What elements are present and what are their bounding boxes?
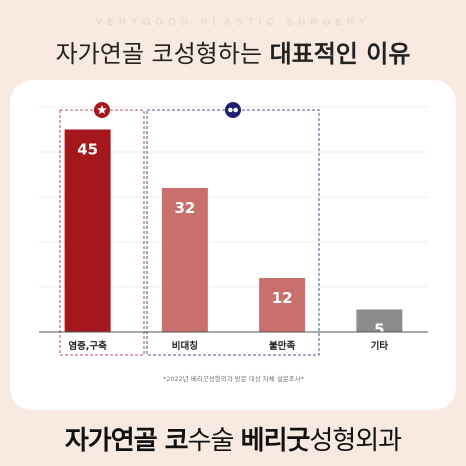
survey-note: *2022년 베리굿성형외과 방문 대상 자체 설문조사* bbox=[163, 374, 305, 383]
bar-3 bbox=[259, 278, 306, 332]
data-label: 45 bbox=[77, 141, 98, 159]
page-title-light: 자가연골 코성형하는 bbox=[55, 40, 270, 68]
data-label: 12 bbox=[272, 289, 293, 307]
data-label: 5 bbox=[374, 321, 384, 339]
infinity-dot-right bbox=[233, 107, 238, 113]
category-label: 기타 bbox=[371, 340, 389, 352]
category-label: 염증,구축 bbox=[68, 340, 107, 352]
category-label: 불만족 bbox=[269, 340, 295, 352]
footer-banner: 자가연골 코수술 베리굿성형외과 bbox=[0, 420, 466, 457]
infinity-dot-left bbox=[228, 107, 233, 113]
footer-part-3: 베리굿 bbox=[240, 426, 311, 456]
bar-chart: 45 염증,구축 32 비대칭 12 불만족 5기타 *2022년 베리굿성형외과 방문 대상… bbox=[39, 102, 428, 383]
page-title-bold: 대표적인 이유 bbox=[269, 40, 411, 68]
bar-2 bbox=[161, 188, 208, 332]
footer-part-4: 성형외과 bbox=[309, 426, 402, 456]
footer-part-2: 수술 bbox=[187, 426, 241, 456]
bar-4 bbox=[356, 309, 403, 332]
footer-part-1: 자가연골 코 bbox=[64, 426, 189, 456]
bar-1 bbox=[64, 129, 111, 332]
infinity-icon bbox=[225, 102, 241, 118]
watermark: VERYGOOD PLASTIC SURGERY bbox=[95, 17, 371, 28]
category-label: 비대칭 bbox=[172, 340, 198, 352]
page-title: 자가연골 코성형하는 대표적인 이유 bbox=[0, 34, 466, 69]
data-label: 32 bbox=[174, 199, 195, 217]
chart-card: 45 염증,구축 32 비대칭 12 불만족 5 기타 *2022년 베리굿성형외과 방문 대상… bbox=[10, 80, 456, 410]
star-shape bbox=[97, 105, 107, 115]
